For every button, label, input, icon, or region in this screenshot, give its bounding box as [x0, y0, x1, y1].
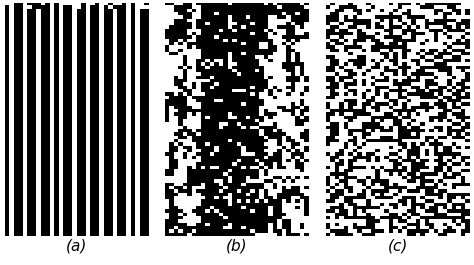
Text: (b): (b)	[226, 239, 248, 254]
Text: (c): (c)	[387, 239, 408, 254]
Text: (a): (a)	[66, 239, 87, 254]
